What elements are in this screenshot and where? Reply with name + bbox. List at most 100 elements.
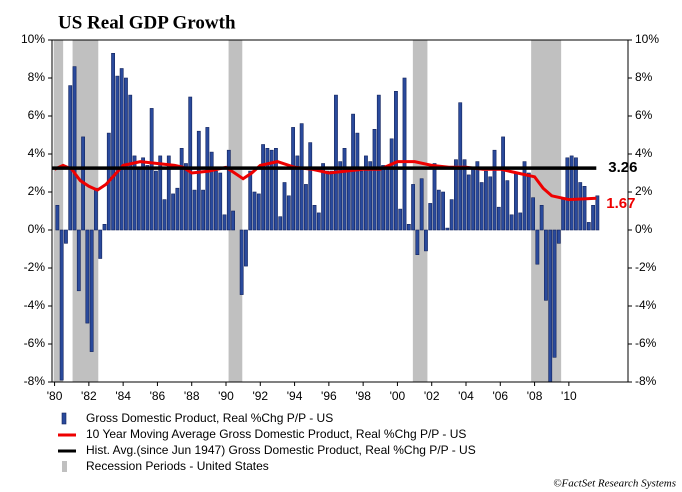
bar — [385, 165, 390, 231]
bar — [196, 130, 201, 231]
bar — [136, 167, 141, 231]
bar — [64, 229, 68, 244]
bar — [124, 77, 128, 231]
bar — [94, 187, 98, 231]
bar — [184, 163, 188, 231]
bar — [509, 214, 514, 231]
x-tick-label: '88 — [184, 389, 200, 403]
bar — [248, 170, 253, 231]
legend-label: Hist. Avg.(since Jun 1947) Gross Domesti… — [86, 443, 476, 457]
bar — [586, 222, 591, 231]
bar — [462, 159, 467, 231]
y2-tick-label: 2% — [635, 184, 653, 198]
axes: -8% -8% -6% -6% -4% -4% -2% -2% 0% 0% 2% 2% 4% 4% 6% 6%… — [21, 32, 659, 403]
bar — [209, 151, 214, 231]
bar — [522, 161, 527, 231]
y-tick-label: 8% — [28, 70, 46, 84]
x-tick-label: '04 — [458, 389, 474, 403]
bar — [222, 214, 227, 231]
y2-tick-label: -6% — [635, 336, 657, 350]
bar — [496, 206, 501, 231]
legend: Gross Domestic Product, Real %Chg P/P - … — [58, 411, 476, 473]
x-tick-label: '90 — [218, 389, 234, 403]
bar — [342, 148, 347, 231]
bar — [218, 172, 223, 231]
y-tick-label: 2% — [28, 184, 46, 198]
bar — [188, 96, 193, 231]
bar — [539, 205, 544, 231]
x-tick-label: '98 — [355, 389, 371, 403]
x-tick-label: '06 — [492, 389, 508, 403]
bar — [98, 229, 103, 259]
bar — [85, 229, 90, 324]
bar — [471, 167, 475, 231]
bar — [256, 193, 261, 231]
bar — [141, 157, 145, 231]
bar — [561, 197, 565, 231]
legend-swatch — [62, 461, 67, 472]
bar — [269, 149, 274, 231]
bar — [201, 189, 205, 231]
y-tick-label: -4% — [24, 298, 46, 312]
bar — [552, 229, 557, 358]
bar — [132, 155, 137, 231]
y-tick-label: 0% — [28, 222, 46, 236]
x-tick-label: '82 — [81, 389, 97, 403]
legend-swatch — [61, 412, 67, 425]
bar — [72, 66, 77, 231]
x-tick-label: '92 — [252, 389, 268, 403]
bar — [282, 182, 287, 231]
bar — [445, 227, 450, 231]
bar — [402, 77, 407, 231]
x-tick-label: '96 — [321, 389, 337, 403]
bar — [158, 155, 163, 231]
bar — [364, 155, 368, 231]
lines: 1.67 3.26 — [52, 159, 637, 212]
y-tick-label: 4% — [28, 146, 46, 160]
bar — [338, 161, 343, 231]
bar — [286, 195, 291, 231]
bar — [574, 157, 578, 231]
legend-label: Recession Periods - United States — [86, 459, 269, 473]
bar — [406, 224, 411, 231]
y2-tick-label: 6% — [635, 108, 653, 122]
x-tick-label: '02 — [424, 389, 440, 403]
bar — [484, 170, 488, 231]
y-tick-label: -8% — [24, 374, 46, 388]
bar — [162, 199, 167, 231]
recession-band — [531, 40, 562, 382]
x-tick-label: '86 — [150, 389, 166, 403]
bar — [595, 195, 600, 231]
bar — [179, 148, 184, 231]
bar — [428, 203, 433, 231]
bar — [355, 132, 360, 231]
y2-tick-label: -2% — [635, 260, 657, 274]
bar — [488, 176, 493, 231]
y2-tick-label: -4% — [635, 298, 657, 312]
bar — [261, 144, 265, 231]
plot-frame — [51, 39, 629, 383]
y2-tick-label: 8% — [635, 70, 653, 84]
bar — [531, 197, 535, 231]
bar — [59, 229, 64, 381]
bar — [252, 191, 257, 231]
chart-title: US Real GDP Growth — [58, 12, 236, 33]
x-tick-label: '08 — [527, 389, 543, 403]
bar — [591, 205, 595, 231]
bar — [278, 216, 283, 231]
bar — [454, 159, 458, 231]
bar — [244, 229, 248, 267]
bar — [514, 172, 518, 231]
bar — [432, 163, 437, 231]
y-tick-label: -6% — [24, 336, 46, 350]
bar — [334, 94, 338, 231]
bar — [475, 161, 480, 231]
bar — [582, 186, 587, 231]
bar — [351, 113, 355, 231]
end-label: 1.67 — [606, 195, 635, 212]
bar — [175, 187, 180, 231]
x-tick-label: '00 — [390, 389, 406, 403]
bar — [115, 75, 120, 231]
bar — [192, 189, 197, 231]
